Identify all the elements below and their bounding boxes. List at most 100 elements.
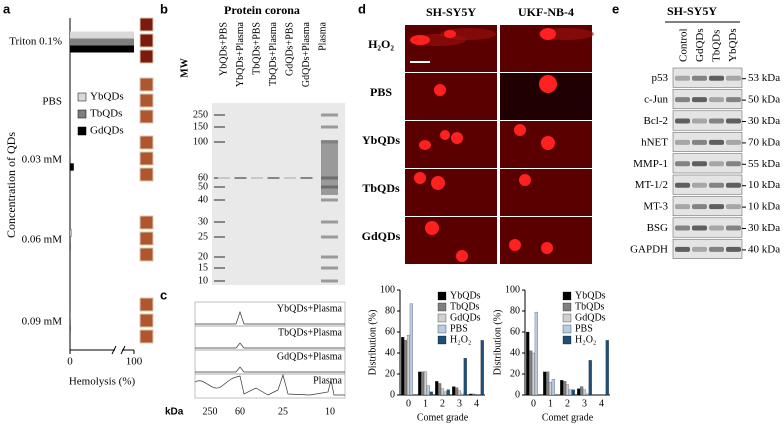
blot-band	[709, 161, 724, 167]
protein-label: Bcl-2	[644, 115, 668, 127]
panel-title: SH-SY5Y	[667, 4, 717, 18]
axis-break	[120, 345, 126, 355]
bar	[551, 379, 555, 396]
mw-label: 50 kDa	[748, 94, 780, 106]
mw-label: 100	[193, 136, 208, 147]
lane-label: TbQDs+Plasma	[268, 21, 279, 86]
tube-photo	[139, 329, 154, 344]
y-axis-label: Distribution (%)	[367, 310, 378, 376]
tube-photo	[139, 135, 154, 150]
bar	[582, 389, 587, 396]
bar	[469, 393, 473, 396]
marker-band	[214, 280, 225, 282]
lane-label: TbQDs	[711, 30, 723, 62]
tube-photo	[139, 247, 154, 262]
panel-label: a	[3, 1, 11, 16]
bar	[472, 393, 476, 396]
comet-cell	[519, 174, 531, 186]
protein-label: p53	[652, 72, 669, 84]
legend-swatch	[562, 291, 572, 301]
blot-band	[692, 139, 707, 145]
x-tick-label: 100	[126, 356, 143, 368]
blot	[672, 67, 743, 88]
blot-band	[726, 225, 741, 231]
blot	[672, 238, 743, 259]
x-tick-label: 3	[457, 398, 462, 409]
tube-photo	[139, 17, 154, 32]
blot-band	[726, 139, 741, 145]
y-tick-label: 60	[510, 326, 520, 337]
trace	[195, 366, 345, 373]
protein-label: GAPDH	[630, 243, 668, 255]
trace-label: YbQDs+Plasma	[277, 303, 343, 314]
protein-label: MT-3	[643, 201, 668, 213]
mw-label: 150	[193, 121, 208, 132]
tube-photo	[139, 93, 154, 108]
legend-swatch	[437, 324, 447, 334]
x-axis-label: Hemolysis (%)	[69, 376, 136, 388]
lane-label: YbQDs	[727, 28, 739, 62]
comet-cell	[440, 130, 450, 140]
bar	[70, 38, 134, 46]
tube-photo	[139, 215, 154, 230]
protein-label: MT-1/2	[635, 179, 668, 191]
protein-label: BSG	[647, 222, 668, 234]
trace	[195, 310, 345, 325]
blot-band	[726, 97, 741, 103]
blot-band	[726, 246, 741, 252]
blot-band	[709, 139, 724, 145]
y-tick-label: 0	[390, 389, 395, 400]
marker-band	[214, 114, 225, 116]
axis-label: 60	[235, 406, 245, 417]
mw-label: 30 kDa	[748, 115, 780, 127]
comet-cell	[425, 221, 439, 235]
bar	[571, 389, 575, 396]
bar	[577, 388, 581, 396]
comet-cell	[410, 35, 430, 45]
trace	[194, 373, 345, 396]
protein-label: hNET	[641, 136, 668, 148]
legend-swatch	[437, 313, 447, 323]
y-tick-label: 100	[505, 284, 520, 295]
bar	[443, 391, 447, 396]
bar	[460, 393, 464, 396]
plasma-band	[321, 198, 338, 202]
legend-swatch	[77, 92, 87, 102]
bar	[563, 381, 567, 396]
blot-band	[709, 97, 724, 103]
bar	[418, 371, 422, 396]
y-tick-label: 80	[510, 305, 520, 316]
mw-label: 30 kDa	[748, 222, 780, 234]
legend-swatch	[562, 335, 572, 345]
blot-band	[692, 161, 707, 167]
mw-label: 10 kDa	[748, 179, 780, 191]
plasma-band	[321, 140, 338, 195]
comet-cell	[451, 132, 463, 144]
y-tick-label: 20	[510, 368, 520, 379]
bar	[568, 389, 572, 396]
tube-photo	[139, 313, 154, 328]
bar	[585, 393, 589, 396]
bar	[548, 382, 553, 396]
comet-cell	[514, 124, 526, 136]
blot-band	[675, 182, 690, 188]
comet-image	[405, 217, 497, 264]
trace-label: GdQDs+Plasma	[277, 351, 343, 362]
row-label: TbQDs	[362, 181, 400, 195]
legend-label: TbQDs	[90, 108, 122, 120]
blot-band	[692, 182, 707, 188]
tube-photo	[139, 33, 154, 48]
trace-label: TbQDs+Plasma	[278, 327, 343, 338]
bar	[543, 371, 547, 396]
blot-band	[709, 225, 724, 231]
bar	[480, 340, 484, 396]
blot	[672, 110, 743, 131]
lane-label: YbQDs+Plasma	[235, 21, 246, 87]
bar	[406, 335, 411, 396]
band	[234, 177, 247, 179]
legend-label: H₂O₂	[450, 334, 471, 345]
blot	[672, 174, 743, 195]
blot-band	[692, 118, 707, 124]
category-label: 0.06 mM	[22, 234, 63, 246]
comet-cell	[541, 136, 555, 150]
